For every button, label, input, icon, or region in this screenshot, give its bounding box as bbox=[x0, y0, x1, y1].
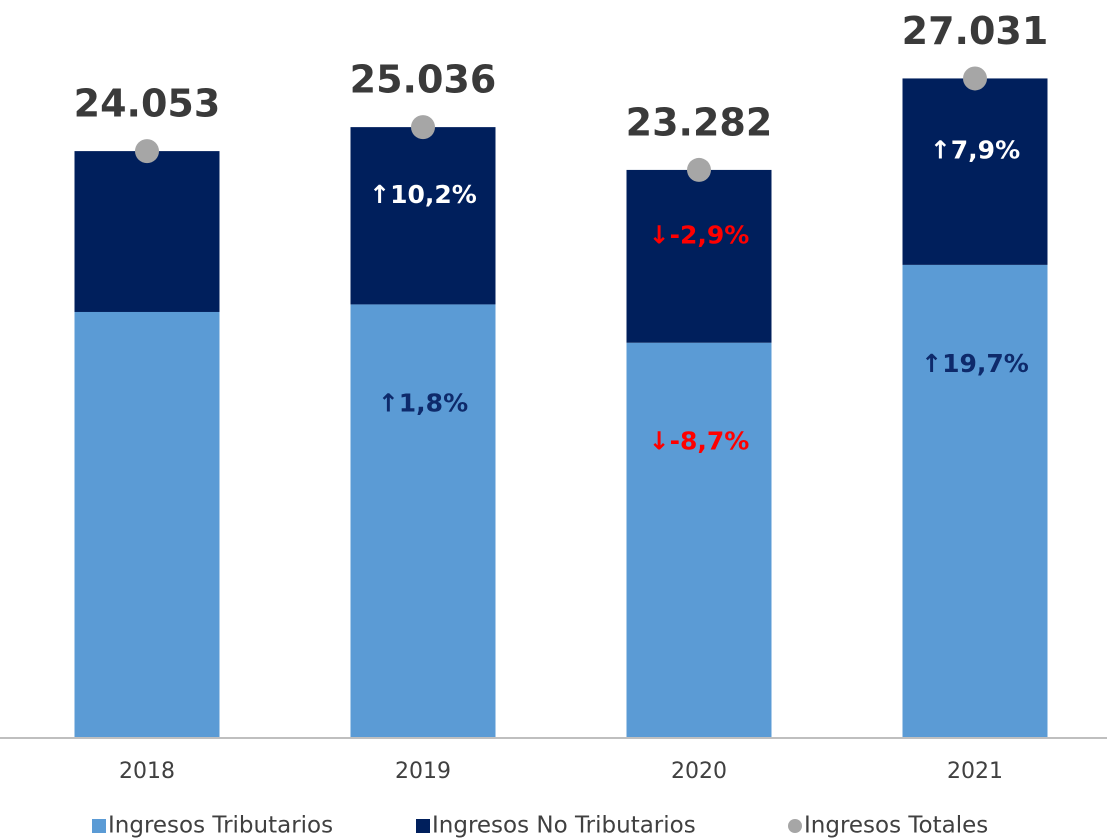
page: 24.053 2018 ↑1,8% ↑10,2% 25.036 2019 ↓-8,7% ↓-2… bbox=[0, 0, 1107, 839]
change-label: ↑10,2% bbox=[369, 180, 477, 209]
change-label: ↑7,9% bbox=[930, 136, 1020, 165]
legend-label: Ingresos Totales bbox=[804, 813, 988, 839]
change-label: ↑19,7% bbox=[921, 349, 1029, 378]
bar-segment bbox=[903, 78, 1048, 264]
change-label: ↓-2,9% bbox=[649, 220, 750, 249]
legend-label: Ingresos No Tributarios bbox=[432, 813, 696, 839]
change-label: ↑1,8% bbox=[378, 388, 468, 417]
chart: 24.053 2018 ↑1,8% ↑10,2% 25.036 2019 ↓-8,7% ↓-2… bbox=[0, 0, 1107, 839]
x-tick-label: 2020 bbox=[671, 759, 727, 784]
x-tick-label: 2019 bbox=[395, 759, 451, 784]
legend-label: Ingresos Tributarios bbox=[108, 813, 333, 839]
total-label: 24.053 bbox=[74, 82, 221, 126]
bar-segment bbox=[627, 170, 772, 343]
total-label: 27.031 bbox=[902, 9, 1049, 53]
bar-segment bbox=[351, 127, 496, 304]
total-label: 23.282 bbox=[626, 100, 773, 144]
x-tick-label: 2018 bbox=[119, 759, 175, 784]
legend-marker bbox=[416, 819, 430, 833]
bar-segment bbox=[627, 343, 772, 738]
legend-marker bbox=[92, 819, 106, 833]
total-dot bbox=[411, 115, 435, 139]
total-dot bbox=[687, 158, 711, 182]
total-dot bbox=[135, 139, 159, 163]
bar-segment bbox=[75, 312, 220, 738]
bar-segment bbox=[351, 304, 496, 738]
x-tick-label: 2021 bbox=[947, 759, 1003, 784]
bar-segment bbox=[903, 265, 1048, 738]
total-dot bbox=[963, 66, 987, 90]
bar-segment bbox=[75, 151, 220, 312]
change-label: ↓-8,7% bbox=[649, 427, 750, 456]
total-label: 25.036 bbox=[350, 58, 497, 102]
legend-marker bbox=[788, 819, 802, 833]
